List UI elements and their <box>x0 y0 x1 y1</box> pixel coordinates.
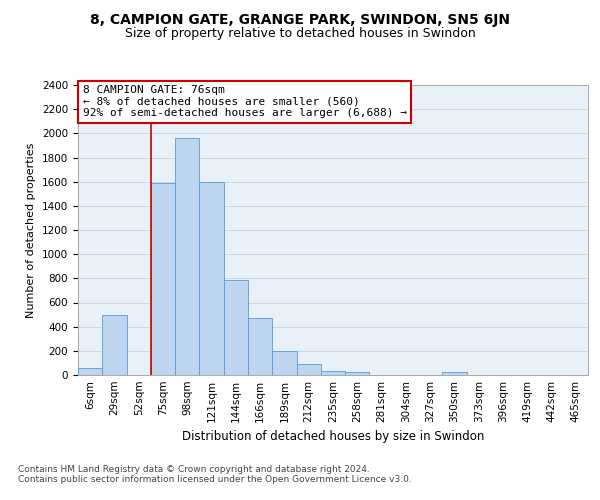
Bar <box>151 183 175 375</box>
Bar <box>78 368 102 375</box>
Y-axis label: Number of detached properties: Number of detached properties <box>26 142 37 318</box>
Bar <box>442 372 467 375</box>
Bar <box>321 371 345 375</box>
Bar <box>175 138 199 375</box>
Text: 8 CAMPION GATE: 76sqm
← 8% of detached houses are smaller (560)
92% of semi-deta: 8 CAMPION GATE: 76sqm ← 8% of detached h… <box>83 85 407 118</box>
Bar <box>199 182 224 375</box>
Text: Contains HM Land Registry data © Crown copyright and database right 2024.: Contains HM Land Registry data © Crown c… <box>18 466 370 474</box>
Bar <box>272 352 296 375</box>
Bar <box>345 372 370 375</box>
Bar <box>102 314 127 375</box>
Text: Contains public sector information licensed under the Open Government Licence v3: Contains public sector information licen… <box>18 476 412 484</box>
Text: 8, CAMPION GATE, GRANGE PARK, SWINDON, SN5 6JN: 8, CAMPION GATE, GRANGE PARK, SWINDON, S… <box>90 13 510 27</box>
X-axis label: Distribution of detached houses by size in Swindon: Distribution of detached houses by size … <box>182 430 484 444</box>
Bar <box>248 318 272 375</box>
Bar <box>224 280 248 375</box>
Text: Size of property relative to detached houses in Swindon: Size of property relative to detached ho… <box>125 28 475 40</box>
Bar <box>296 364 321 375</box>
